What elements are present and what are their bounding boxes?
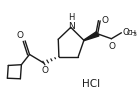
Text: O: O xyxy=(102,16,109,25)
Text: 3: 3 xyxy=(133,32,137,37)
Polygon shape xyxy=(84,32,99,41)
Text: O: O xyxy=(42,66,49,75)
Text: O: O xyxy=(108,42,115,51)
Text: HCl: HCl xyxy=(82,79,100,89)
Text: O: O xyxy=(17,31,24,40)
Text: CH: CH xyxy=(127,30,137,36)
Text: N: N xyxy=(68,22,75,31)
Text: H: H xyxy=(68,13,75,22)
Text: O: O xyxy=(122,28,129,37)
